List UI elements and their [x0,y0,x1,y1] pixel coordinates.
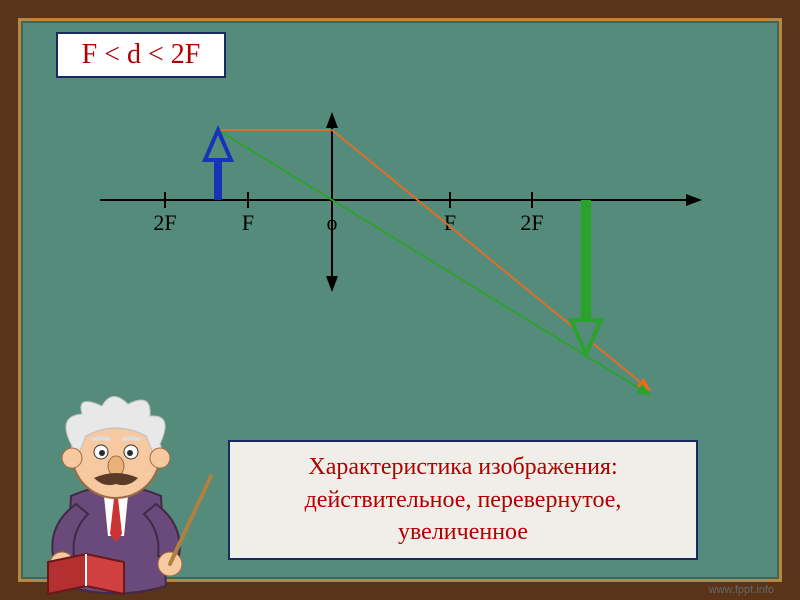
teacher-cartoon [16,386,216,596]
svg-text:F: F [242,210,254,235]
svg-text:2F: 2F [520,210,543,235]
caption-line-3: увеличенное [398,516,528,548]
svg-text:o: o [327,210,338,235]
svg-text:2F: 2F [153,210,176,235]
caption-line-1: Характеристика изображения: [308,451,617,483]
footer-url: www.fppt.info [709,584,774,596]
caption-box: Характеристика изображения: действительн… [228,440,698,560]
caption-line-2: действительное, перевернутое, [305,484,622,516]
